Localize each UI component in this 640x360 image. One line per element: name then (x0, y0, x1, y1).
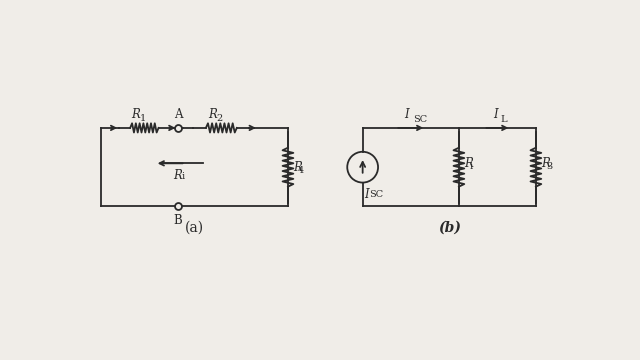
Text: (a): (a) (185, 221, 204, 235)
Text: 1: 1 (140, 114, 146, 123)
Text: B: B (173, 214, 182, 227)
Text: SC: SC (369, 190, 384, 199)
Text: 3: 3 (547, 162, 553, 171)
Text: R: R (464, 157, 473, 170)
Text: i: i (470, 162, 473, 171)
Text: I: I (364, 188, 369, 201)
Text: I: I (493, 108, 497, 121)
Text: 2: 2 (216, 114, 223, 123)
Text: SC: SC (413, 115, 428, 124)
Text: R: R (541, 157, 550, 170)
Text: I: I (404, 108, 409, 121)
Text: i: i (182, 172, 185, 181)
Text: R: R (293, 161, 302, 174)
Text: L: L (500, 115, 507, 124)
Text: A: A (173, 108, 182, 121)
Text: R: R (173, 170, 182, 183)
Text: R: R (208, 108, 217, 121)
Text: R: R (131, 108, 140, 121)
Text: (b): (b) (438, 221, 461, 235)
Text: 4: 4 (298, 166, 304, 175)
